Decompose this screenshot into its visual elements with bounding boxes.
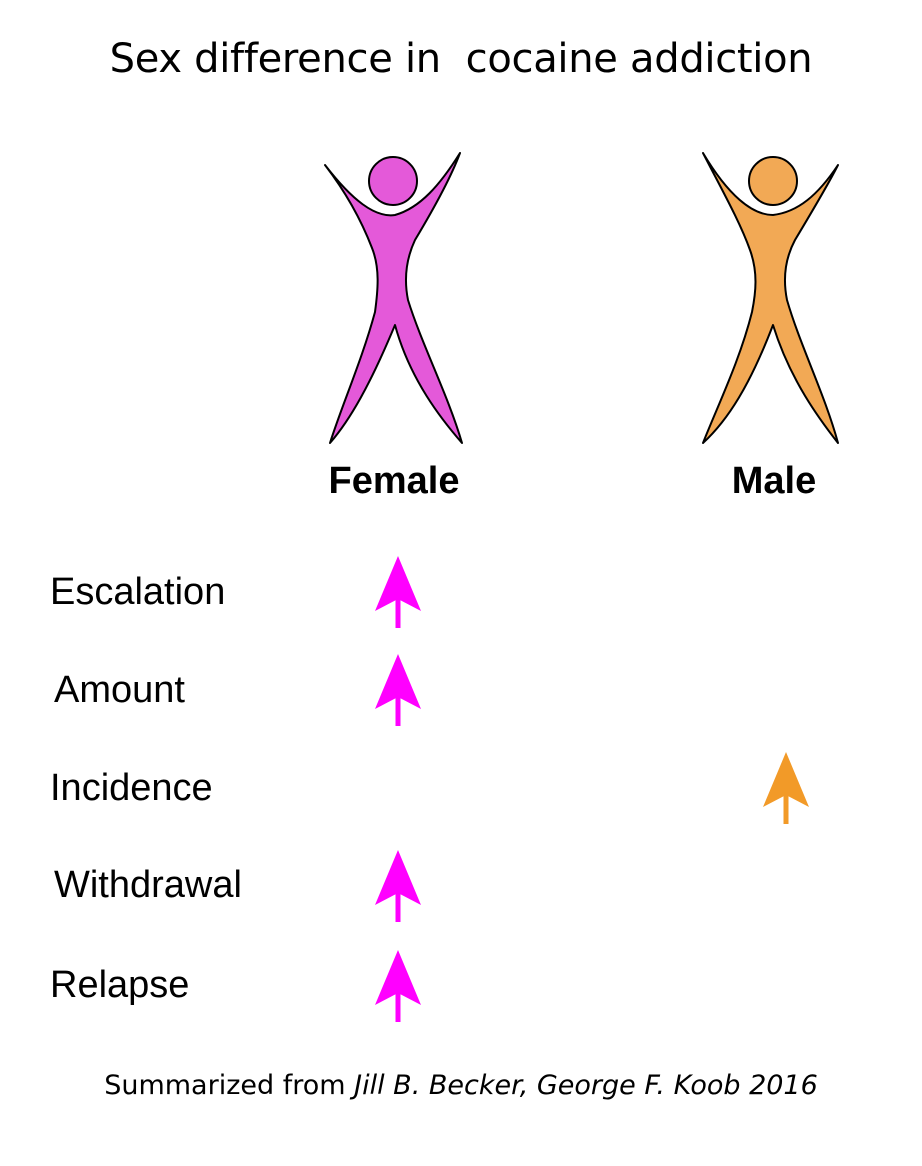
row-label-incidence: Incidence	[50, 767, 213, 809]
row-label-escalation: Escalation	[50, 571, 226, 613]
increase-arrow-icon-incidence	[763, 752, 809, 824]
increase-arrow-icon-amount	[375, 654, 421, 726]
row-label-amount: Amount	[54, 669, 185, 711]
column-label-male: Male	[731, 460, 817, 502]
increase-arrow-icon-escalation	[375, 556, 421, 628]
row-label-withdrawal: Withdrawal	[54, 864, 242, 906]
page-title: Sex difference in cocaine addiction	[109, 36, 813, 82]
increase-arrow-icon-withdrawal	[375, 850, 421, 922]
increase-arrow-icon-relapse	[375, 950, 421, 1022]
female-figure-icon	[324, 152, 463, 444]
citation-authors: Jill B. Becker, George F. Koob 2016	[354, 1070, 818, 1101]
column-label-female: Female	[328, 460, 460, 502]
citation-prefix: Summarized from	[104, 1070, 355, 1101]
row-label-relapse: Relapse	[50, 964, 190, 1006]
citation-footer: Summarized from Jill B. Becker, George F…	[0, 1070, 922, 1101]
male-figure-icon	[702, 152, 839, 444]
